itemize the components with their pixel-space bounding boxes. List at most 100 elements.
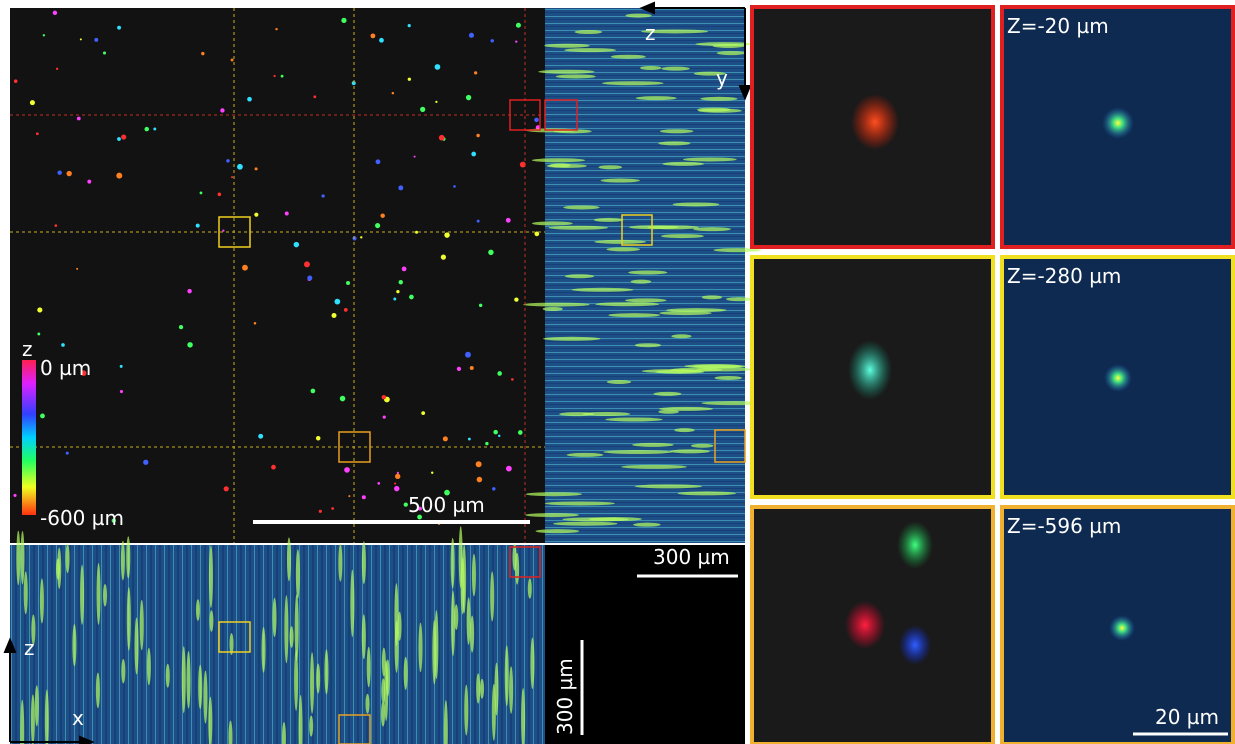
bead xyxy=(94,38,98,42)
bead-streak xyxy=(658,141,690,145)
bead xyxy=(497,371,502,376)
bead-streak xyxy=(273,598,277,637)
bead-streak xyxy=(563,205,599,209)
bead-streak xyxy=(451,591,455,656)
bead-streak xyxy=(287,537,291,581)
bead-streak xyxy=(404,657,408,690)
bead-streak xyxy=(366,694,370,714)
bead-streak xyxy=(147,648,151,686)
bead xyxy=(304,261,310,267)
bead xyxy=(474,71,477,74)
bead xyxy=(477,477,483,483)
bead-streak xyxy=(454,604,458,630)
bead xyxy=(76,268,78,270)
bead xyxy=(80,38,82,40)
bead xyxy=(313,95,316,98)
bead xyxy=(435,101,437,103)
bead xyxy=(61,343,65,347)
bead-streak xyxy=(661,234,704,238)
bead-streak xyxy=(607,380,631,384)
bead-streak xyxy=(470,616,474,653)
bead xyxy=(196,224,200,228)
bead xyxy=(453,185,456,188)
bead xyxy=(457,367,461,371)
bead xyxy=(258,434,263,439)
bead-streak xyxy=(631,280,652,284)
bead-streak xyxy=(640,66,661,70)
bead xyxy=(311,389,316,394)
bead-streak xyxy=(182,646,186,713)
xz-axis-x: x xyxy=(72,706,84,730)
xz-axis-z: z xyxy=(24,636,35,660)
bead xyxy=(431,471,433,473)
bead-streak xyxy=(698,109,742,113)
bead xyxy=(348,495,350,497)
bead xyxy=(396,290,399,293)
bead-streak xyxy=(290,626,294,648)
bead-streak xyxy=(515,553,519,585)
bead xyxy=(13,494,16,497)
bead-streak xyxy=(726,297,752,301)
bead xyxy=(377,482,380,485)
bead-streak xyxy=(636,96,677,100)
bead-streak xyxy=(556,74,596,78)
bead-streak xyxy=(545,501,615,505)
bead xyxy=(402,267,407,272)
bead-streak xyxy=(350,570,354,637)
bead xyxy=(117,137,121,141)
bead-streak xyxy=(296,549,300,598)
bead-streak xyxy=(72,624,76,666)
bead xyxy=(226,159,229,162)
bead-streak xyxy=(594,218,624,222)
bead xyxy=(53,11,57,15)
figure: z 0 µm -600 µm 500 µm z y 300 µm z x 300… xyxy=(0,0,1235,744)
bead xyxy=(55,224,58,227)
bead xyxy=(466,95,471,100)
bead xyxy=(144,127,148,131)
bead xyxy=(66,452,69,455)
colorbar-label: z xyxy=(22,337,33,361)
bead-streak xyxy=(526,492,582,496)
bead-streak xyxy=(632,443,674,447)
inset-label: Z=-280 µm xyxy=(1007,264,1121,288)
bead-streak xyxy=(662,162,704,166)
bead xyxy=(294,242,299,247)
bead-streak xyxy=(97,563,101,625)
bead xyxy=(506,466,512,472)
bead-streak xyxy=(600,179,639,183)
bead-streak xyxy=(295,594,299,661)
bead xyxy=(40,414,45,419)
bead-streak xyxy=(683,157,737,161)
bead xyxy=(395,474,400,479)
bead xyxy=(375,223,380,228)
bead xyxy=(332,313,337,318)
bead xyxy=(120,365,123,368)
bead xyxy=(254,213,258,217)
colorbar-bottom: -600 µm xyxy=(40,506,124,530)
bead xyxy=(371,33,376,38)
bead-streak xyxy=(338,544,342,582)
bead xyxy=(469,33,474,38)
bead-streak xyxy=(582,412,630,416)
yz-axis-y: y xyxy=(716,66,728,90)
bead-streak xyxy=(262,627,266,673)
bead xyxy=(220,108,224,112)
bead-streak xyxy=(611,55,646,59)
xz-scale-label: 300 µm xyxy=(553,658,577,735)
inset-label: Z=-20 µm xyxy=(1007,14,1109,38)
bead-streak xyxy=(492,684,496,741)
bead xyxy=(477,220,480,223)
bead-streak xyxy=(628,270,667,274)
bead-streak xyxy=(20,531,24,584)
bead-streak xyxy=(565,274,594,278)
bead-streak xyxy=(203,671,207,724)
bead-streak xyxy=(127,587,131,651)
bead xyxy=(394,482,396,484)
bead-streak xyxy=(608,313,660,317)
bead-streak xyxy=(603,450,672,454)
bead xyxy=(187,342,192,347)
bead xyxy=(485,442,488,445)
bead-streak xyxy=(544,44,590,48)
bead xyxy=(476,134,479,137)
bead-streak xyxy=(209,545,213,608)
